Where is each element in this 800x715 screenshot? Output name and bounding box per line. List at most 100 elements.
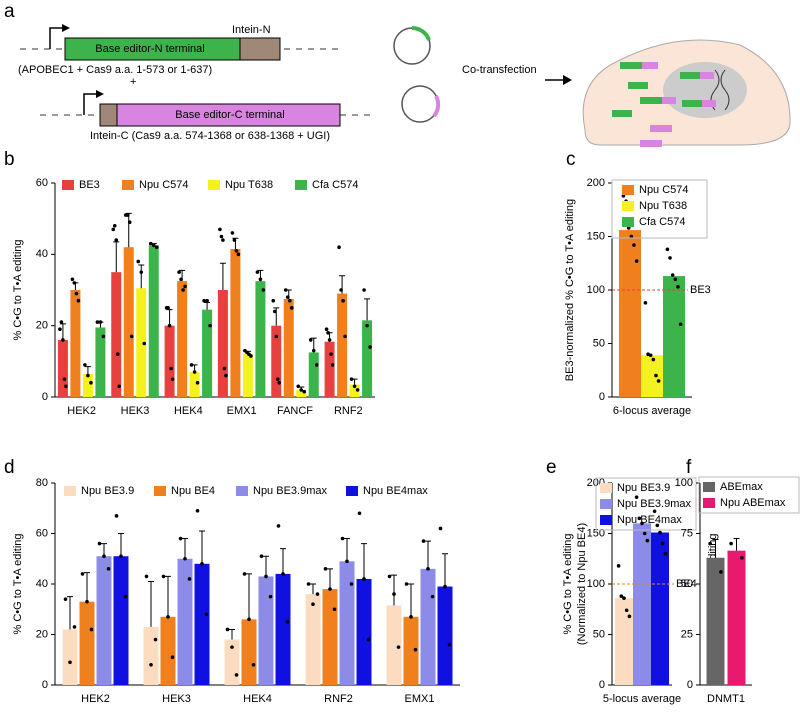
bar <box>230 248 241 397</box>
data-point <box>178 536 183 541</box>
data-point <box>208 323 212 328</box>
data-point <box>616 564 621 568</box>
x-tick-label: HEK4 <box>243 693 272 705</box>
legend-label: Npu BE4 <box>171 485 215 497</box>
bar <box>420 568 436 685</box>
bar <box>177 558 193 685</box>
data-point <box>740 555 744 560</box>
data-point <box>658 530 662 535</box>
data-point <box>627 614 632 619</box>
y-tick-label: 100 <box>587 284 605 296</box>
y-tick-label: 60 <box>36 177 48 189</box>
error-bar <box>101 543 107 557</box>
data-point <box>259 554 264 559</box>
legend-label: BE3 <box>79 179 100 191</box>
data-point <box>670 273 675 277</box>
legend-label: Npu BE3.9 <box>617 482 670 494</box>
error-bar <box>84 572 90 602</box>
y-tick-label: 50 <box>593 337 605 349</box>
data-point <box>708 541 712 546</box>
legend-swatch <box>622 185 634 195</box>
data-point <box>218 227 222 232</box>
data-point <box>729 541 733 546</box>
bar <box>663 276 685 397</box>
data-point <box>629 234 634 239</box>
data-point <box>274 334 279 339</box>
data-point <box>341 298 345 303</box>
bar <box>82 373 93 397</box>
data-point <box>357 511 362 516</box>
data-point <box>311 602 315 606</box>
data-point <box>652 509 657 514</box>
error-bar <box>118 533 124 557</box>
data-point <box>655 523 660 528</box>
data-point <box>224 373 228 378</box>
data-point <box>219 234 224 239</box>
data-point <box>272 309 277 314</box>
plasmid-insert <box>411 25 431 41</box>
x-tick-label: EMX1 <box>405 693 435 705</box>
bar <box>271 325 282 397</box>
legend-swatch <box>208 180 220 190</box>
data-point <box>123 594 128 599</box>
y-axis-label: BE3-normalized % C•G to T•A editing <box>564 199 576 381</box>
data-point <box>396 645 401 649</box>
error-bar <box>125 212 132 248</box>
legend-swatch <box>703 482 715 492</box>
data-point <box>169 366 173 371</box>
bar <box>217 290 228 397</box>
bar <box>202 309 213 397</box>
data-point <box>234 248 239 253</box>
x-tick-label: HEK3 <box>162 693 191 705</box>
data-point <box>204 612 209 617</box>
data-point <box>177 270 181 274</box>
x-tick-label: HEK2 <box>67 405 96 417</box>
data-point <box>183 284 187 289</box>
data-point <box>236 252 241 257</box>
data-point <box>144 574 149 579</box>
panel-label: d <box>4 457 15 478</box>
bar <box>123 247 134 397</box>
error-bar <box>165 575 171 617</box>
y-tick-label: 200 <box>587 177 605 189</box>
data-point <box>447 642 452 647</box>
data-point <box>111 227 116 232</box>
data-point <box>205 298 209 303</box>
y-axis-label: (Normalized to Npu BE4) <box>576 523 588 645</box>
data-point <box>153 637 158 642</box>
promoter-arrow <box>96 90 104 98</box>
x-tick-label: DNMT1 <box>707 693 745 705</box>
y-tick-label: 40 <box>36 578 48 590</box>
data-point <box>72 625 77 629</box>
data-point <box>271 298 276 303</box>
y-tick-label: 50 <box>593 628 605 640</box>
bar <box>136 288 147 397</box>
data-point <box>362 288 366 292</box>
data-point <box>59 320 64 324</box>
data-point <box>329 352 333 357</box>
legend-label: Cfa C574 <box>312 179 358 191</box>
legend-label: Npu C574 <box>139 179 189 191</box>
promoter-arrow <box>62 24 70 32</box>
data-point <box>296 384 301 389</box>
reference-label: BE3 <box>690 284 711 296</box>
bar <box>79 601 95 685</box>
data-point <box>421 539 426 543</box>
data-point <box>663 551 668 556</box>
y-tick-label: 100 <box>675 477 693 489</box>
data-point <box>281 572 285 576</box>
data-point <box>328 587 332 591</box>
data-point <box>200 562 204 566</box>
legend-swatch <box>122 180 134 190</box>
data-point <box>268 594 273 599</box>
error-bar <box>733 538 740 551</box>
error-bar <box>199 530 205 564</box>
bar <box>57 339 68 397</box>
data-point <box>195 508 200 513</box>
data-point <box>64 384 68 389</box>
intein-n-block <box>239 37 281 61</box>
label: Co-transfection <box>462 64 537 76</box>
data-point <box>232 238 237 242</box>
data-point <box>221 238 225 242</box>
data-point <box>665 247 670 252</box>
